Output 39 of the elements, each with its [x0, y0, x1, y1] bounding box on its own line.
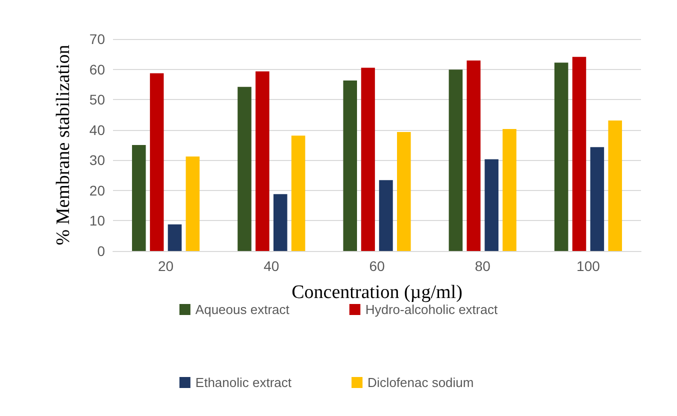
- bar: [466, 60, 481, 251]
- bar: [608, 120, 622, 251]
- y-tick-label: 60: [89, 61, 106, 78]
- bar: [502, 128, 516, 251]
- y-tick-label: 20: [89, 182, 106, 198]
- x-tick-label: 20: [158, 258, 174, 274]
- x-tick-label: 60: [369, 258, 385, 274]
- y-tick-label: 40: [89, 122, 106, 138]
- y-axis-title: % Membrane stabilization: [53, 44, 74, 246]
- bar: [590, 147, 604, 251]
- bar: [379, 180, 393, 251]
- bar: [256, 71, 270, 251]
- x-axis-title: Concentration (µg/ml): [292, 282, 462, 303]
- y-tick-label: 0: [97, 243, 106, 259]
- y-tick-label: 50: [89, 92, 106, 108]
- x-tick-label: 40: [264, 258, 280, 274]
- bar: [150, 73, 164, 251]
- bar: [186, 156, 200, 251]
- x-tick-label: 80: [474, 258, 491, 274]
- bar: [238, 86, 252, 251]
- bar: [448, 70, 463, 251]
- bar: [168, 224, 182, 251]
- legend-label: Diclofenac sodium: [368, 375, 474, 390]
- y-tick-label: 30: [89, 152, 106, 168]
- legend-label: Ethanolic extract: [195, 375, 292, 390]
- bar: [484, 159, 498, 251]
- bar: [132, 145, 146, 251]
- bar: [554, 62, 568, 251]
- legend-label: Aqueous extract: [195, 302, 290, 317]
- bar: [343, 80, 357, 251]
- bar: [273, 194, 288, 251]
- legend-label: Hydro-alcoholic extract: [365, 302, 498, 317]
- x-tick-label: 100: [576, 258, 600, 274]
- bar: [397, 132, 411, 251]
- bar: [572, 56, 586, 251]
- y-tick-label: 70: [89, 31, 106, 47]
- bar: [361, 68, 375, 251]
- y-tick-label: 10: [89, 212, 106, 229]
- bar: [291, 136, 306, 251]
